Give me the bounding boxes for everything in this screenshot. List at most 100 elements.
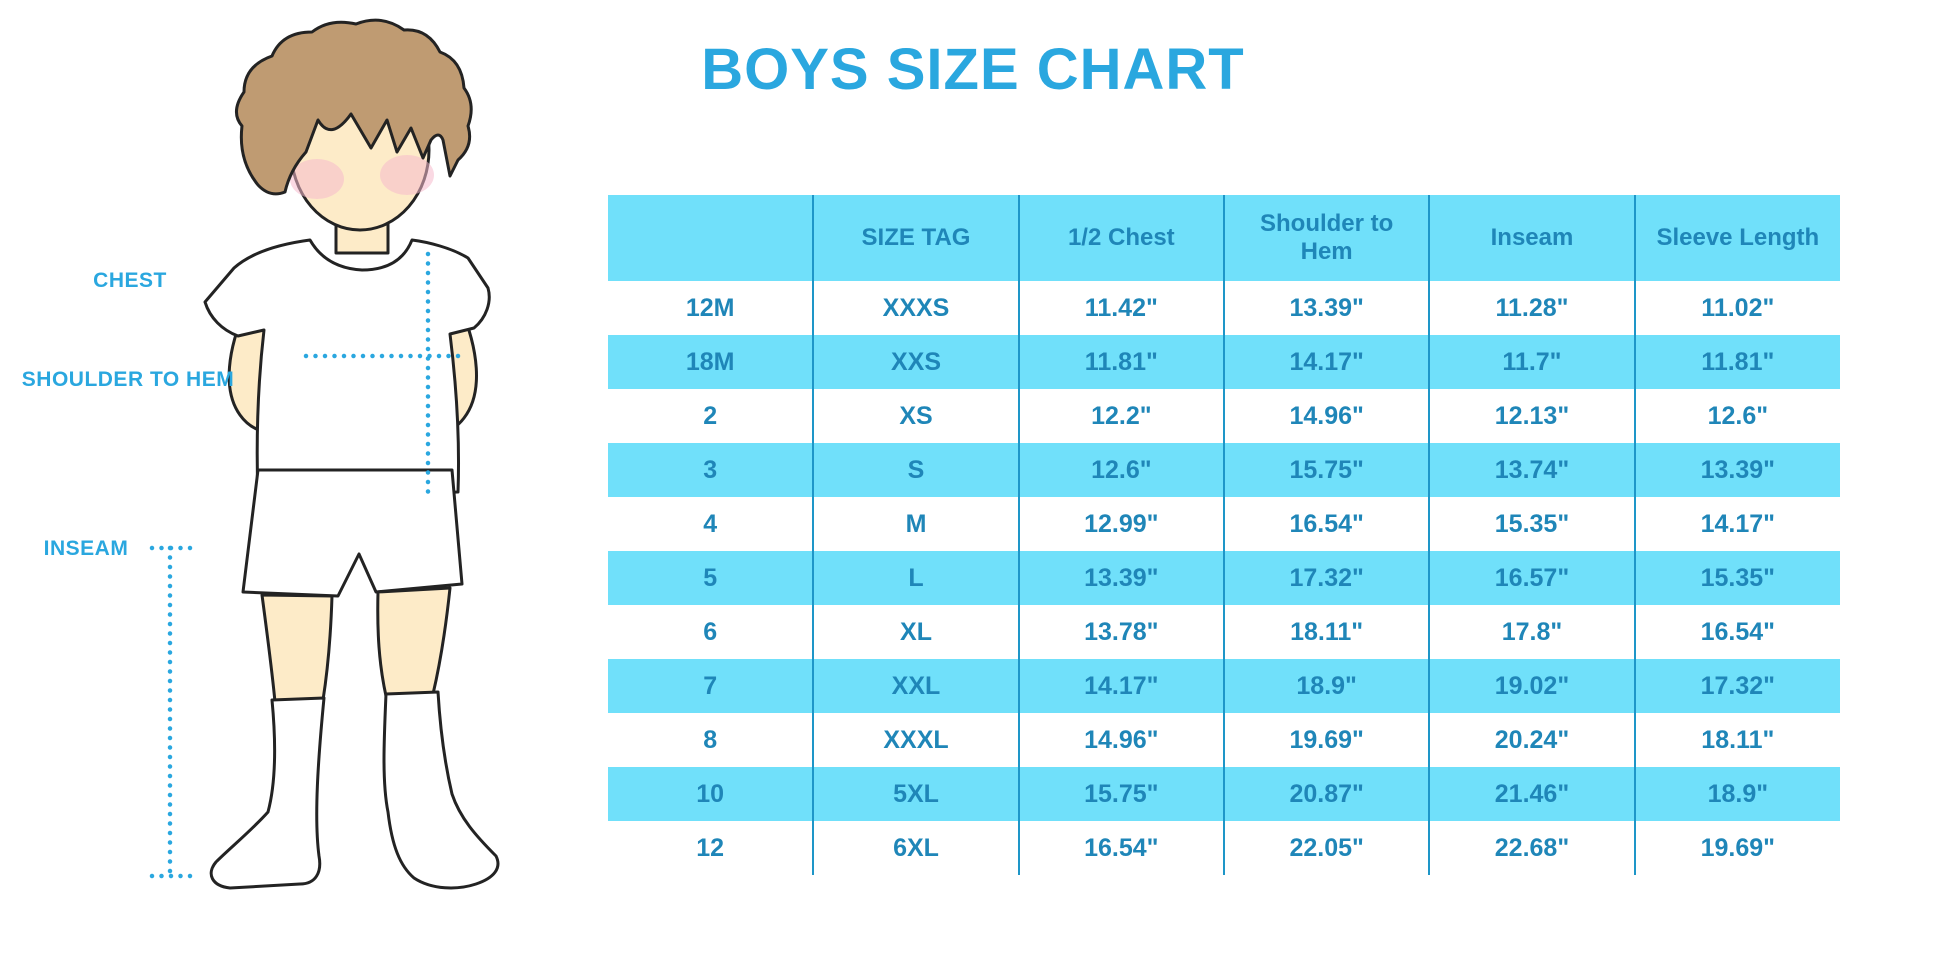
column-header-sleeve-length: Sleeve Length [1633,195,1840,281]
table-cell: 13.39" [1017,551,1224,605]
table-cell: 15.35" [1633,551,1840,605]
table-cell: 11.81" [1017,335,1224,389]
table-cell: 12.13" [1428,389,1635,443]
table-cell: 18.11" [1633,713,1840,767]
table-header-row: SIZE TAG 1/2 Chest Shoulder to Hem Insea… [608,195,1840,281]
table-cell: 18.9" [1633,767,1840,821]
column-header-half-chest: 1/2 Chest [1017,195,1224,281]
table-cell: 13.39" [1222,281,1430,335]
page-title: BOYS SIZE CHART [701,37,1245,102]
table-cell: 15.75" [1222,443,1430,497]
table-cell: 14.96" [1222,389,1430,443]
table-cell: 6 [608,605,814,659]
table-cell: 18.11" [1222,605,1430,659]
table-cell: 14.17" [1017,659,1224,713]
table-cell: 2 [608,389,814,443]
table-row: 12M XXXS 11.42" 13.39" 11.28" 11.02" [608,281,1840,335]
table-cell: 11.28" [1428,281,1635,335]
table-cell: L [812,551,1019,605]
column-header-size [608,195,814,281]
table-cell: 16.54" [1633,605,1840,659]
table-cell: 12.6" [1017,443,1224,497]
boy-left-sock [209,696,326,890]
table-cell: 17.32" [1222,551,1430,605]
boy-shorts [241,468,464,598]
boy-right-sock [382,690,500,890]
table-cell: 18.9" [1222,659,1430,713]
table-row: 3 S 12.6" 15.75" 13.74" 13.39" [608,443,1840,497]
table-cell: 5 [608,551,814,605]
boy-right-leg [376,586,452,698]
table-row: 4 M 12.99" 16.54" 15.35" 14.17" [608,497,1840,551]
boy-illustration [149,18,500,890]
table-cell: 13.39" [1633,443,1840,497]
table-cell: 11.02" [1633,281,1840,335]
table-cell: 8 [608,713,814,767]
table-cell: 22.05" [1222,821,1430,875]
table-cell: 14.96" [1017,713,1224,767]
table-cell: 14.17" [1222,335,1430,389]
table-cell: M [812,497,1019,551]
boy-left-leg [260,593,334,704]
boy-shirt [203,238,491,500]
table-row: 7 XXL 14.17" 18.9" 19.02" 17.32" [608,659,1840,713]
label-inseam: INSEAM [43,537,129,560]
table-cell: 16.54" [1222,497,1430,551]
table-cell: 10 [608,767,814,821]
table-cell: 3 [608,443,814,497]
table-cell: 15.35" [1428,497,1635,551]
table-cell: 22.68" [1428,821,1635,875]
table-cell: 11.7" [1428,335,1635,389]
table-cell: 20.87" [1222,767,1430,821]
table-cell: 5XL [812,767,1019,821]
table-cell: 13.74" [1428,443,1635,497]
table-cell: 14.17" [1633,497,1840,551]
boy-cheek-right [380,155,434,195]
column-header-size-tag: SIZE TAG [812,195,1019,281]
table-row: 2 XS 12.2" 14.96" 12.13" 12.6" [608,389,1840,443]
table-cell: 17.8" [1428,605,1635,659]
table-cell: 12.99" [1017,497,1224,551]
table-cell: 20.24" [1428,713,1635,767]
boy-hair [235,18,473,196]
table-cell: 16.54" [1017,821,1224,875]
table-cell: 19.69" [1633,821,1840,875]
size-table: SIZE TAG 1/2 Chest Shoulder to Hem Insea… [608,195,1840,875]
table-cell: 11.42" [1017,281,1224,335]
label-chest: CHEST [93,269,167,292]
table-cell: 12M [608,281,814,335]
table-cell: 19.02" [1428,659,1635,713]
table-cell: 7 [608,659,814,713]
table-row: 10 5XL 15.75" 20.87" 21.46" 18.9" [608,767,1840,821]
table-cell: 12.6" [1633,389,1840,443]
column-header-inseam: Inseam [1428,195,1635,281]
table-cell: 18M [608,335,814,389]
table-cell: XXXS [812,281,1019,335]
table-cell: S [812,443,1019,497]
inseam-measure-line [149,545,195,879]
table-cell: 19.69" [1222,713,1430,767]
table-cell: 4 [608,497,814,551]
table-cell: 21.46" [1428,767,1635,821]
table-cell: 11.81" [1633,335,1840,389]
table-cell: 16.57" [1428,551,1635,605]
table-cell: XXXL [812,713,1019,767]
table-row: 5 L 13.39" 17.32" 16.57" 15.35" [608,551,1840,605]
table-cell: XS [812,389,1019,443]
table-cell: 12 [608,821,814,875]
table-row: 6 XL 13.78" 18.11" 17.8" 16.54" [608,605,1840,659]
column-header-shoulder-to-hem: Shoulder to Hem [1222,195,1430,281]
table-cell: 6XL [812,821,1019,875]
table-cell: 15.75" [1017,767,1224,821]
table-cell: XXL [812,659,1019,713]
table-cell: 17.32" [1633,659,1840,713]
table-row: 8 XXXL 14.96" 19.69" 20.24" 18.11" [608,713,1840,767]
table-row: 18M XXS 11.81" 14.17" 11.7" 11.81" [608,335,1840,389]
table-cell: 12.2" [1017,389,1224,443]
table-cell: XXS [812,335,1019,389]
boy-cheek-left [290,159,344,199]
table-cell: 13.78" [1017,605,1224,659]
table-cell: XL [812,605,1019,659]
label-shoulder-to-hem: SHOULDER TO HEM [21,368,235,391]
table-row: 12 6XL 16.54" 22.05" 22.68" 19.69" [608,821,1840,875]
